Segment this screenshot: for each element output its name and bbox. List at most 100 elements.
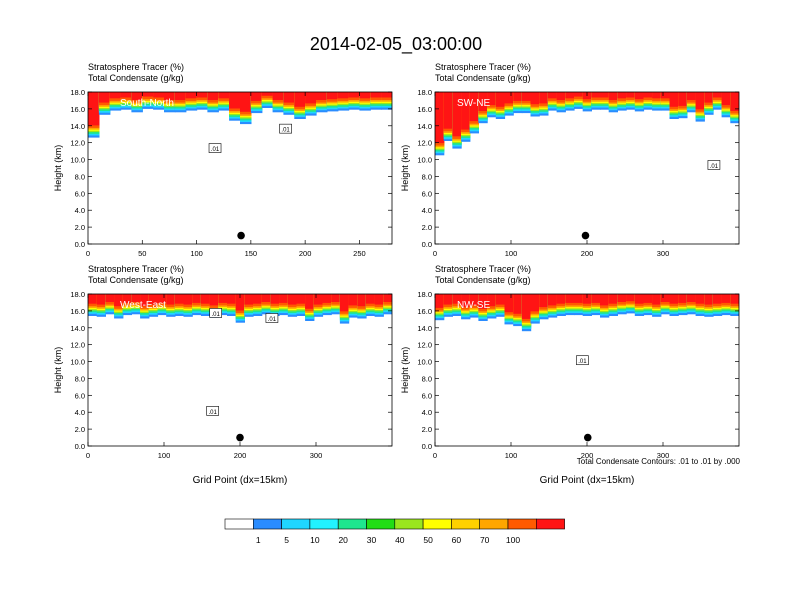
tracer-cell [348, 294, 358, 306]
tracer-cell [461, 294, 471, 308]
panel-title-tracer: Stratosphere Tracer (%) [88, 264, 184, 274]
x-tick-label: 250 [353, 249, 366, 258]
tracer-cell [140, 294, 150, 307]
tracer-cell [287, 294, 298, 305]
panel-title-tracer: Stratosphere Tracer (%) [435, 62, 531, 72]
tracer-cell [381, 92, 392, 98]
contour-label-box [707, 160, 721, 170]
tracer-cell [695, 294, 705, 304]
x-tick-label: 0 [433, 249, 437, 258]
tracer-shading [435, 294, 739, 332]
tracer-cell [207, 92, 219, 100]
y-tick-label: 2.0 [75, 425, 85, 434]
tracer-cell [539, 294, 549, 308]
x-tick-label: 150 [245, 249, 258, 258]
y-tick-label: 10.0 [417, 156, 432, 165]
tracer-cell [120, 92, 133, 98]
tracer-cell [339, 294, 350, 312]
location-marker [236, 433, 244, 442]
tracer-cell [96, 294, 106, 305]
y-tick-label: 10.0 [70, 358, 85, 367]
tracer-cell [461, 92, 471, 130]
panel-title-condensate: Total Condensate (g/kg) [435, 73, 531, 83]
tracer-cell [643, 92, 653, 98]
tracer-cell [166, 294, 176, 305]
tracer-cell [316, 92, 328, 100]
tracer-cell [487, 92, 497, 106]
tracer-cell [495, 92, 506, 107]
tracer-cell [253, 294, 263, 304]
tracer-cell [574, 294, 584, 303]
colorbar-swatch [422, 518, 452, 530]
x-tick-label: 300 [657, 249, 670, 258]
tracer-cell [704, 294, 714, 305]
tracer-cell [348, 92, 361, 98]
tracer-cell [229, 92, 241, 109]
contour-label: .01 [268, 317, 277, 323]
tracer-cell [504, 92, 514, 104]
tracer-cell [174, 92, 187, 100]
x-axis-label: Grid Point (dx=15km) [540, 475, 635, 486]
colorbar-swatch [507, 518, 537, 530]
colorbar-swatch [253, 518, 282, 530]
panel-direction-label: West-East [120, 300, 166, 311]
tracer-cell [600, 294, 610, 306]
tracer-cell [547, 294, 558, 306]
panels-group: Stratosphere Tracer (%)Total Condensate … [53, 62, 740, 486]
y-tick-label: 2.0 [422, 223, 432, 232]
tracer-cell [521, 92, 532, 101]
tracer-cell [279, 294, 289, 303]
tracer-cell [600, 92, 610, 98]
tracer-cell [218, 294, 228, 303]
tracer-cell [443, 294, 453, 305]
tracer-cell [513, 294, 523, 314]
y-axis-label: Height (km) [53, 347, 63, 394]
tracer-cell [652, 92, 662, 99]
tracer-cell [678, 92, 688, 106]
y-tick-label: 4.0 [422, 408, 432, 417]
tracer-cell [487, 294, 497, 307]
y-tick-label: 12.0 [417, 341, 432, 350]
x-tick-label: 0 [433, 451, 437, 460]
colorbar-tick-label: 40 [395, 535, 405, 545]
tracer-cell [88, 92, 100, 126]
tracer-cell [305, 294, 315, 309]
colorbar: 1 5 10 20 30 40 50 60 70 100 [224, 518, 565, 545]
y-tick-label: 16.0 [70, 307, 85, 316]
tracer-cell [88, 294, 98, 304]
tracer-cell [686, 92, 697, 100]
x-tick-label: 300 [310, 451, 323, 460]
tracer-cell [183, 294, 193, 305]
panel-title-tracer: Stratosphere Tracer (%) [88, 62, 184, 72]
tracer-cell [313, 294, 324, 305]
tracer-cell [114, 294, 124, 307]
tracer-cell [296, 294, 306, 304]
y-tick-label: 14.0 [417, 122, 432, 131]
contour-label-box [208, 143, 222, 153]
tracer-cell [218, 92, 230, 99]
y-tick-label: 8.0 [422, 374, 432, 383]
y-tick-label: 16.0 [417, 105, 432, 114]
y-axis-label: Height (km) [400, 145, 410, 192]
tracer-cell [608, 92, 618, 100]
y-tick-label: 0.0 [422, 442, 432, 451]
tracer-cell [452, 92, 462, 137]
tracer-cell [305, 92, 317, 104]
y-tick-label: 10.0 [70, 156, 85, 165]
tracer-cell [704, 92, 714, 103]
contour-label-box [279, 123, 292, 134]
contour-label-box [209, 308, 222, 318]
tracer-cell [530, 294, 540, 312]
x-tick-label: 50 [138, 249, 146, 258]
y-tick-label: 10.0 [417, 358, 432, 367]
tracer-cell [721, 294, 731, 303]
tracer-cell [357, 294, 367, 307]
tracer-cell [185, 92, 198, 99]
y-tick-label: 8.0 [75, 172, 85, 181]
colorbar-swatch [337, 518, 367, 530]
y-tick-label: 6.0 [422, 189, 432, 198]
tracer-cell [565, 294, 575, 303]
tracer-cell [122, 294, 132, 303]
tracer-cell [331, 294, 341, 302]
